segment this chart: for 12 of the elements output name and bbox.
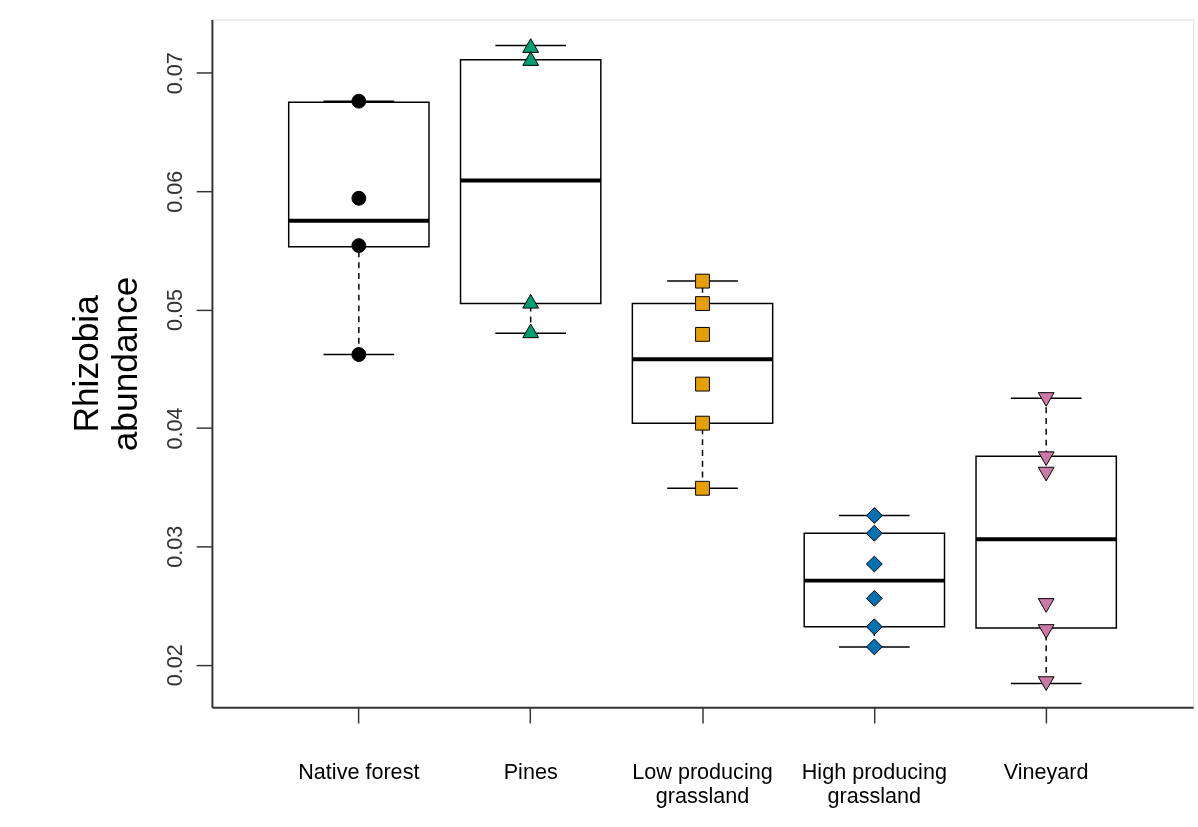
x-tick-label: Pines	[503, 759, 558, 785]
y-tick-label: 0.06	[162, 170, 188, 213]
x-tick-label: Low producing grassland	[632, 759, 773, 808]
x-tick-label: Native forest	[298, 759, 420, 785]
y-axis-title: Rhizobia abundance	[65, 276, 144, 452]
y-tick-label: 0.02	[162, 644, 188, 687]
x-tick-label: Vineyard	[1003, 759, 1089, 785]
y-tick-label: 0.04	[162, 407, 188, 450]
y-tick-label: 0.05	[162, 289, 188, 332]
y-tick-label: 0.03	[162, 525, 188, 568]
x-tick-label: High producing grassland	[801, 759, 947, 808]
y-tick-label: 0.07	[162, 52, 188, 95]
